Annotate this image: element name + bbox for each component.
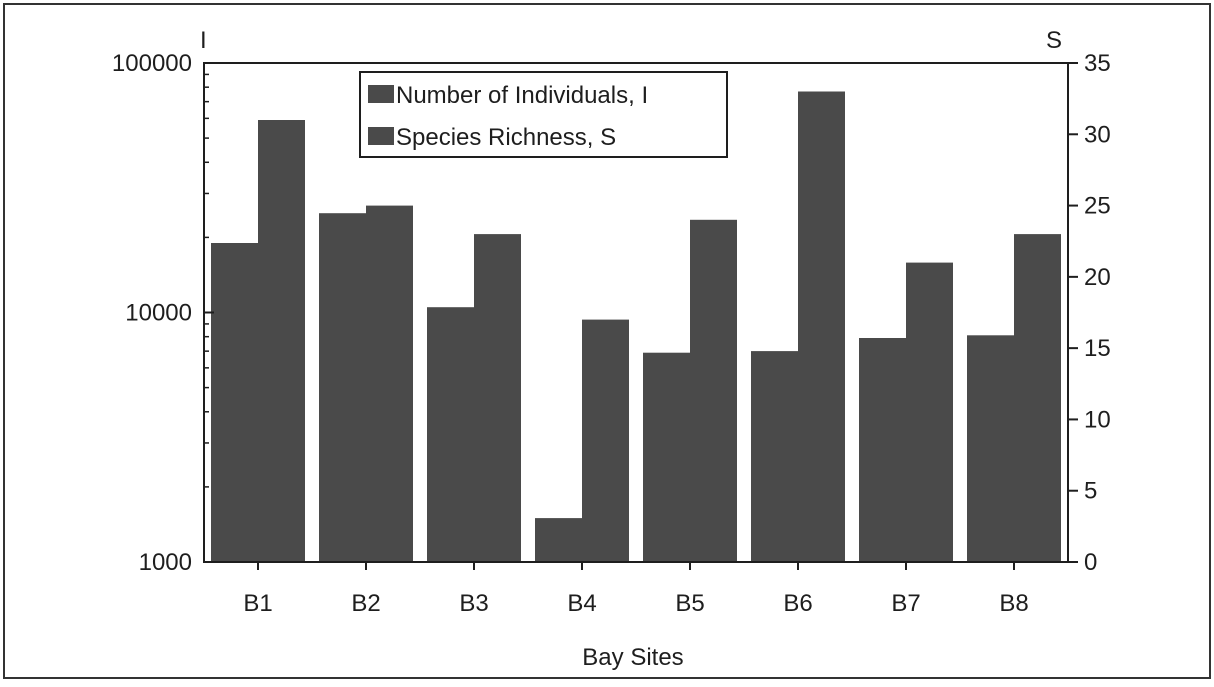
bar-individuals-b6 — [751, 351, 798, 562]
bar-richness-b1 — [258, 120, 305, 562]
bar-richness-b2 — [366, 205, 413, 562]
right-tick-label: 15 — [1084, 335, 1111, 362]
x-tick-label: B5 — [675, 590, 704, 617]
bar-richness-b3 — [474, 234, 521, 562]
bar-individuals-b8 — [967, 335, 1014, 562]
x-axis-ticks: B1 B2 B3 B4 B5 B6 B7 B8 — [243, 562, 1029, 617]
right-axis-title: S — [1046, 27, 1062, 54]
right-tick-label: 5 — [1084, 478, 1097, 505]
bar-richness-b5 — [690, 219, 737, 563]
bars-group — [211, 91, 1061, 563]
left-tick-label: 100000 — [112, 50, 192, 77]
right-tick-label: 25 — [1084, 193, 1111, 220]
right-tick-label: 30 — [1084, 121, 1111, 148]
right-tick-label: 10 — [1084, 406, 1111, 433]
bar-individuals-b2 — [319, 213, 366, 562]
x-tick-label: B7 — [891, 590, 920, 617]
x-tick-label: B2 — [351, 590, 380, 617]
plot-frame — [203, 62, 1069, 563]
bar-richness-b7 — [906, 262, 953, 562]
bar-individuals-b5 — [643, 352, 690, 562]
left-axis-title: I — [200, 27, 207, 54]
left-tick-label: 10000 — [125, 300, 192, 327]
bar-individuals-b3 — [427, 307, 474, 562]
left-axis-ticks: 1000 10000 100000 — [112, 50, 214, 576]
right-tick-label: 35 — [1084, 50, 1111, 77]
legend-swatch-individuals — [368, 85, 394, 103]
x-axis-title: Bay Sites — [582, 644, 683, 671]
bar-richness-b6 — [798, 91, 845, 562]
x-tick-label: B1 — [243, 590, 272, 617]
x-tick-label: B3 — [459, 590, 488, 617]
legend-label-individuals: Number of Individuals, I — [396, 82, 648, 109]
right-tick-label: 0 — [1084, 549, 1097, 576]
bar-individuals-b4 — [535, 518, 582, 562]
x-tick-label: B6 — [783, 590, 812, 617]
left-tick-label: 1000 — [139, 549, 192, 576]
legend-swatch-richness — [368, 127, 394, 145]
bar-individuals-b1 — [211, 243, 258, 562]
right-tick-label: 20 — [1084, 264, 1111, 291]
x-tick-label: B4 — [567, 590, 596, 617]
legend-label-richness: Species Richness, S — [396, 124, 616, 151]
bar-individuals-b7 — [859, 338, 906, 562]
legend-box — [359, 71, 728, 158]
x-tick-label: B8 — [999, 590, 1028, 617]
legend: Number of Individuals, I Species Richnes… — [359, 71, 728, 158]
bar-richness-b4 — [582, 319, 629, 562]
right-axis-ticks: 0 5 10 15 20 25 30 35 — [1068, 50, 1111, 576]
bar-richness-b8 — [1014, 234, 1061, 562]
